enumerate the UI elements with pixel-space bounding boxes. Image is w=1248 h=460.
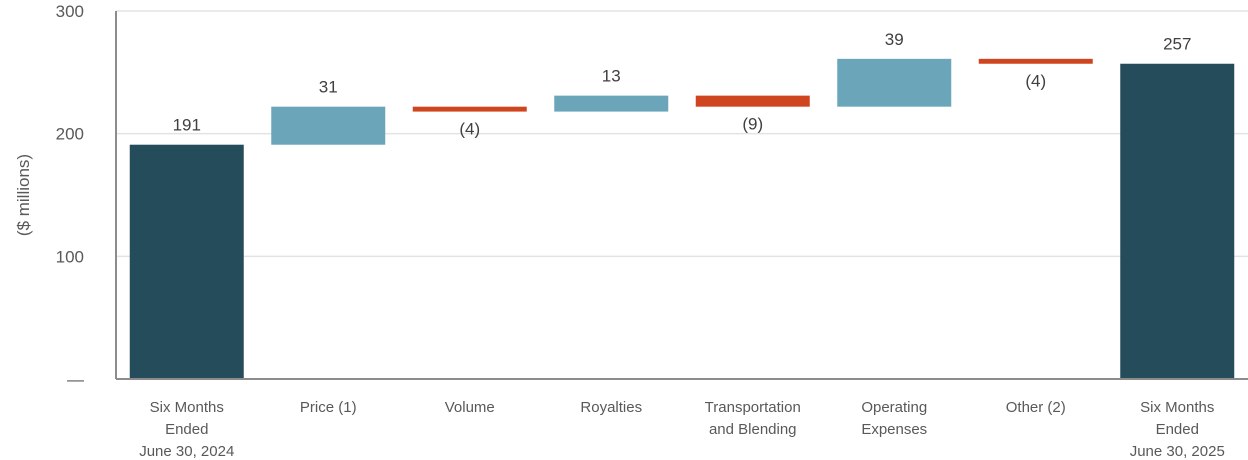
y-tick-label: 300 <box>56 2 84 21</box>
category-label-line: Expenses <box>861 421 927 438</box>
category-label: Other (2) <box>1006 399 1066 416</box>
y-tick-label: — <box>67 370 84 389</box>
y-tick-label: 200 <box>56 125 84 144</box>
category-label-line: June 30, 2024 <box>139 443 234 460</box>
category-label: Royalties <box>580 399 642 416</box>
category-label: Price (1) <box>300 399 357 416</box>
category-label-line: Royalties <box>580 399 642 416</box>
bar-increase <box>271 106 386 145</box>
bar-increase <box>554 95 669 112</box>
category-label: Transportation and Blending <box>705 399 801 438</box>
category-label: Six Months Ended June 30, 2024 <box>139 399 234 460</box>
bars <box>129 58 1235 379</box>
category-label: Volume <box>445 399 495 416</box>
axes <box>115 11 1248 380</box>
bar-total <box>1120 63 1235 379</box>
category-label: Six Months Ended June 30, 2025 <box>1130 399 1225 460</box>
category-label-line: Operating <box>861 399 927 416</box>
data-label: 39 <box>885 30 904 49</box>
data-label: 31 <box>319 78 338 97</box>
data-label: 13 <box>602 67 621 86</box>
category-label-line: Ended <box>1156 421 1199 438</box>
category-label-line: Six Months <box>1140 399 1214 416</box>
bar-decrease <box>978 58 1093 64</box>
category-label-line: Transportation <box>705 399 801 416</box>
bar-decrease <box>412 106 527 112</box>
category-label-line: Ended <box>165 421 208 438</box>
category-label-line: Price (1) <box>300 399 357 416</box>
data-label: (4) <box>459 120 480 139</box>
data-label: 191 <box>173 116 201 135</box>
category-label-line: and Blending <box>709 421 797 438</box>
category-label-line: Volume <box>445 399 495 416</box>
y-tick-label: 100 <box>56 247 84 266</box>
data-label: 257 <box>1163 35 1191 54</box>
bar-increase <box>837 58 952 107</box>
data-label: (4) <box>1025 72 1046 91</box>
y-axis-title: ($ millions) <box>14 154 33 236</box>
labels: — 100 200 300 191 Six Months Ended June 30, 202… <box>56 2 1225 460</box>
category-label: Operating Expenses <box>861 399 927 438</box>
data-label: (9) <box>742 115 763 134</box>
bar-decrease <box>695 95 810 107</box>
category-label-line: June 30, 2025 <box>1130 443 1225 460</box>
category-label-line: Other (2) <box>1006 399 1066 416</box>
bar-total <box>129 144 244 379</box>
category-label-line: Six Months <box>150 399 224 416</box>
